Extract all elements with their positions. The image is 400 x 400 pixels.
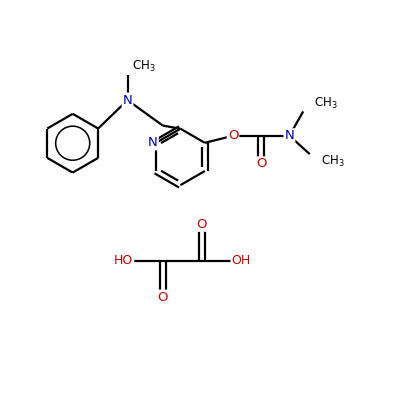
Text: CH$_3$: CH$_3$ [321,154,344,169]
Text: O: O [256,158,266,170]
Text: O: O [158,291,168,304]
Text: N: N [148,136,158,149]
Text: N: N [123,94,132,107]
Text: OH: OH [232,254,251,267]
Text: CH$_3$: CH$_3$ [132,59,156,74]
Text: CH$_3$: CH$_3$ [314,96,338,111]
Text: N: N [284,129,294,142]
Text: HO: HO [114,254,133,267]
Text: O: O [228,129,238,142]
Text: O: O [197,218,207,231]
